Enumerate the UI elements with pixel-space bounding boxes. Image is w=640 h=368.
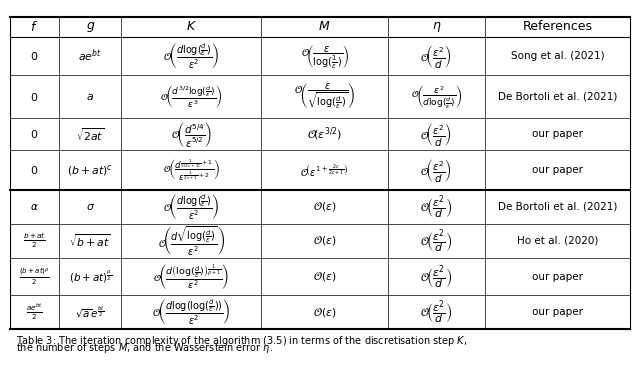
Text: $\mathcal{O}\!\left(\dfrac{d\log(\log(\frac{d}{\epsilon}))}{\epsilon^2}\right)$: $\mathcal{O}\!\left(\dfrac{d\log(\log(\f… [152,298,230,327]
Text: $\mathcal{O}\!\left(\dfrac{\epsilon^2}{d\log(\frac{d}{\epsilon})}\right)$: $\mathcal{O}\!\left(\dfrac{\epsilon^2}{d… [411,83,462,110]
Text: De Bortoli et al. (2021): De Bortoli et al. (2021) [498,202,617,212]
Text: $\mathcal{O}\!\left(\dfrac{\epsilon^2}{d}\right)$: $\mathcal{O}\!\left(\dfrac{\epsilon^2}{d… [420,193,452,221]
Text: $0$: $0$ [30,91,38,103]
Text: $\mathcal{O}\!\left(\dfrac{d\sqrt{\log(\frac{d}{\epsilon})}}{\epsilon^2}\right)$: $\mathcal{O}\!\left(\dfrac{d\sqrt{\log(\… [157,224,225,258]
Text: $\mathcal{O}\!\left(\dfrac{d\left(\log(\frac{d}{\epsilon})\right)^{\frac{1}{\rho: $\mathcal{O}\!\left(\dfrac{d\left(\log(\… [153,262,229,291]
Text: $\mathcal{O}\!\left(\dfrac{\epsilon}{\sqrt{\log(\frac{d}{\epsilon})}}\right)$: $\mathcal{O}\!\left(\dfrac{\epsilon}{\sq… [294,82,355,112]
Text: $\eta$: $\eta$ [431,20,441,34]
Text: $\mathcal{O}\!\left(\dfrac{\epsilon^2}{d}\right)$: $\mathcal{O}\!\left(\dfrac{\epsilon^2}{d… [420,263,452,291]
Text: $\mathcal{O}\!\left(\dfrac{\epsilon^2}{d}\right)$: $\mathcal{O}\!\left(\dfrac{\epsilon^2}{d… [420,43,452,70]
Text: $\mathcal{O}\!\left(\epsilon^{3/2}\right)$: $\mathcal{O}\!\left(\epsilon^{3/2}\right… [307,125,342,143]
Text: $\mathcal{O}\!\left(\dfrac{\epsilon}{\log(\frac{1}{\epsilon})}\right)$: $\mathcal{O}\!\left(\dfrac{\epsilon}{\lo… [301,43,349,70]
Text: $\mathcal{O}\!\left(\dfrac{d^{5/4}}{\epsilon^{5/2}}\right)$: $\mathcal{O}\!\left(\dfrac{d^{5/4}}{\eps… [171,120,212,149]
Text: $\mathcal{O}\!\left(\dfrac{\epsilon^2}{d}\right)$: $\mathcal{O}\!\left(\dfrac{\epsilon^2}{d… [420,227,452,255]
Text: $\mathcal{O}(\epsilon)$: $\mathcal{O}(\epsilon)$ [313,306,337,319]
Text: $\mathcal{O}\!\left(\dfrac{\epsilon^2}{d}\right)$: $\mathcal{O}\!\left(\dfrac{\epsilon^2}{d… [420,121,452,148]
Text: $0$: $0$ [30,50,38,62]
Text: $\mathcal{O}\!\left(\dfrac{\epsilon^2}{d}\right)$: $\mathcal{O}\!\left(\dfrac{\epsilon^2}{d… [420,157,452,184]
Text: De Bortoli et al. (2021): De Bortoli et al. (2021) [498,92,617,102]
Text: $\sqrt{b+at}$: $\sqrt{b+at}$ [69,233,111,249]
Text: $0$: $0$ [30,164,38,176]
Text: our paper: our paper [532,129,583,139]
Text: our paper: our paper [532,165,583,175]
Text: $\sqrt{a}e^{\frac{bt}{2}}$: $\sqrt{a}e^{\frac{bt}{2}}$ [76,305,105,320]
Text: $0$: $0$ [30,128,38,140]
Text: References: References [522,20,593,33]
Text: $(b+at)^c$: $(b+at)^c$ [67,163,113,178]
Text: Table 3: The iteration complexity of the algorithm (3.5) in terms of the discret: Table 3: The iteration complexity of the… [16,334,467,348]
Text: $\sigma$: $\sigma$ [86,202,95,212]
Text: $\mathcal{O}\!\left(\dfrac{d\log(\frac{d}{\epsilon})}{\epsilon^2}\right)$: $\mathcal{O}\!\left(\dfrac{d\log(\frac{d… [163,192,220,222]
Text: $ae^{bt}$: $ae^{bt}$ [78,48,102,64]
Text: Ho et al. (2020): Ho et al. (2020) [516,236,598,246]
Text: $\frac{b+at}{2}$: $\frac{b+at}{2}$ [23,231,46,250]
Text: $\mathcal{O}(\epsilon)$: $\mathcal{O}(\epsilon)$ [313,234,337,247]
Text: $\mathcal{O}\!\left(\dfrac{d\log(\frac{d}{\epsilon})}{\epsilon^2}\right)$: $\mathcal{O}\!\left(\dfrac{d\log(\frac{d… [163,41,220,71]
Text: $g$: $g$ [86,20,95,34]
Text: Song et al. (2021): Song et al. (2021) [511,51,604,61]
Text: $K$: $K$ [186,20,196,33]
Text: $\frac{ae^{bt}}{2}$: $\frac{ae^{bt}}{2}$ [26,302,43,322]
Text: $\mathcal{O}\!\left(\dfrac{d^{3/2}\log(\frac{d}{\epsilon})}{\epsilon^3}\right)$: $\mathcal{O}\!\left(\dfrac{d^{3/2}\log(\… [160,83,222,110]
Text: $\sqrt{2at}$: $\sqrt{2at}$ [76,126,104,143]
Text: $M$: $M$ [319,20,331,33]
Text: $\mathcal{O}\!\left(\dfrac{\epsilon^2}{d}\right)$: $\mathcal{O}\!\left(\dfrac{\epsilon^2}{d… [420,298,452,326]
Text: $\frac{(b+at)^{\rho}}{2}$: $\frac{(b+at)^{\rho}}{2}$ [19,266,50,287]
Text: $\alpha$: $\alpha$ [30,202,39,212]
Text: $\mathcal{O}(\epsilon)$: $\mathcal{O}(\epsilon)$ [313,270,337,283]
Text: $\mathcal{O}\!\left(\epsilon^{1+\frac{2c}{2c+1}}\right)$: $\mathcal{O}\!\left(\epsilon^{1+\frac{2c… [300,162,349,178]
Text: our paper: our paper [532,307,583,318]
Text: the number of steps $M$, and the Wasserstein error $\eta$.: the number of steps $M$, and the Wassers… [16,341,273,355]
Text: $\mathcal{O}\!\left(\dfrac{d^{\frac{1}{2(2c+1)}+1}}{\epsilon^{\frac{1}{2c+1}+2}}: $\mathcal{O}\!\left(\dfrac{d^{\frac{1}{2… [163,158,220,183]
Text: $(b+at)^{\frac{\rho}{2}}$: $(b+at)^{\frac{\rho}{2}}$ [68,268,112,285]
Text: $\mathcal{O}(\epsilon)$: $\mathcal{O}(\epsilon)$ [313,201,337,213]
Text: $a$: $a$ [86,92,94,102]
Text: $f$: $f$ [31,20,38,34]
Text: our paper: our paper [532,272,583,282]
